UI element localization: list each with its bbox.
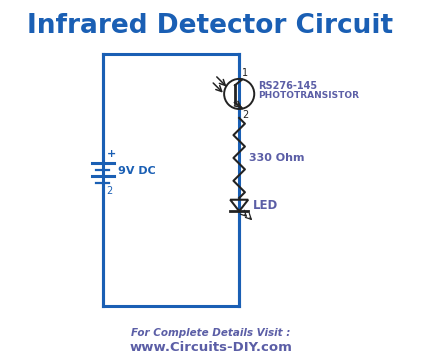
- Text: 9V DC: 9V DC: [118, 166, 156, 176]
- Text: www.Circuits-DIY.com: www.Circuits-DIY.com: [129, 341, 292, 354]
- Text: For Complete Details Visit :: For Complete Details Visit :: [131, 328, 290, 338]
- Text: +: +: [107, 149, 117, 159]
- Text: 330 Ohm: 330 Ohm: [249, 153, 305, 163]
- Text: LED: LED: [253, 199, 278, 212]
- Text: RS276-145: RS276-145: [258, 81, 317, 91]
- Text: Infrared Detector Circuit: Infrared Detector Circuit: [27, 13, 394, 39]
- Text: 2: 2: [106, 186, 112, 197]
- Text: 2: 2: [242, 110, 248, 120]
- Text: 1: 1: [242, 68, 248, 78]
- Text: PHOTOTRANSISTOR: PHOTOTRANSISTOR: [258, 91, 359, 100]
